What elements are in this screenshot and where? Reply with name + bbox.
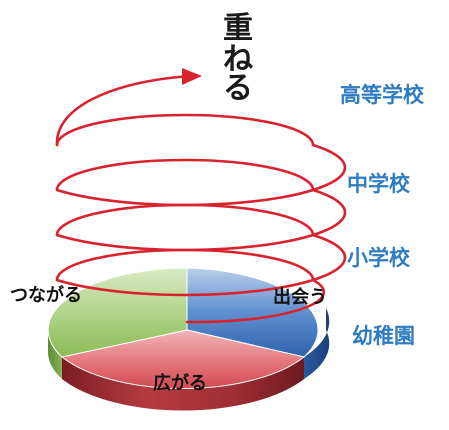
stage-label-elementary: 小学校 bbox=[347, 246, 411, 270]
pie-segment-tsunagaru bbox=[47, 267, 188, 358]
stage-label-kindergarten: 幼稚園 bbox=[352, 324, 415, 348]
title-char-3: る bbox=[223, 71, 253, 106]
arrow-head bbox=[182, 68, 202, 85]
stage-label-junior-high: 中学校 bbox=[347, 172, 411, 196]
pie-label-hirogaru: 広がる bbox=[153, 372, 207, 394]
pie-side-blue bbox=[304, 308, 330, 379]
pie-segment-deau bbox=[186, 267, 319, 358]
spiral bbox=[55, 68, 347, 324]
pie-labels: 出会う 広がる つながる bbox=[10, 284, 327, 394]
pie-label-tsunagaru: つながる bbox=[10, 284, 82, 306]
pie-segment-hirogaru bbox=[60, 329, 306, 389]
pie-side-red bbox=[62, 357, 304, 411]
pie-chart bbox=[47, 267, 330, 411]
pie-side-green bbox=[48, 330, 62, 379]
pie-label-deau: 出会う bbox=[273, 286, 327, 308]
spiral-top-arc bbox=[55, 74, 192, 147]
title-char-2: ね bbox=[223, 42, 253, 77]
title: 重 ね る bbox=[223, 11, 253, 106]
spiral-back-arcs bbox=[55, 113, 315, 282]
spiral-front-arcs bbox=[55, 143, 347, 324]
title-char-1: 重 bbox=[223, 11, 253, 46]
stage-labels: 高等学校 中学校 小学校 幼稚園 bbox=[340, 83, 425, 348]
stage-label-high-school: 高等学校 bbox=[340, 83, 425, 107]
